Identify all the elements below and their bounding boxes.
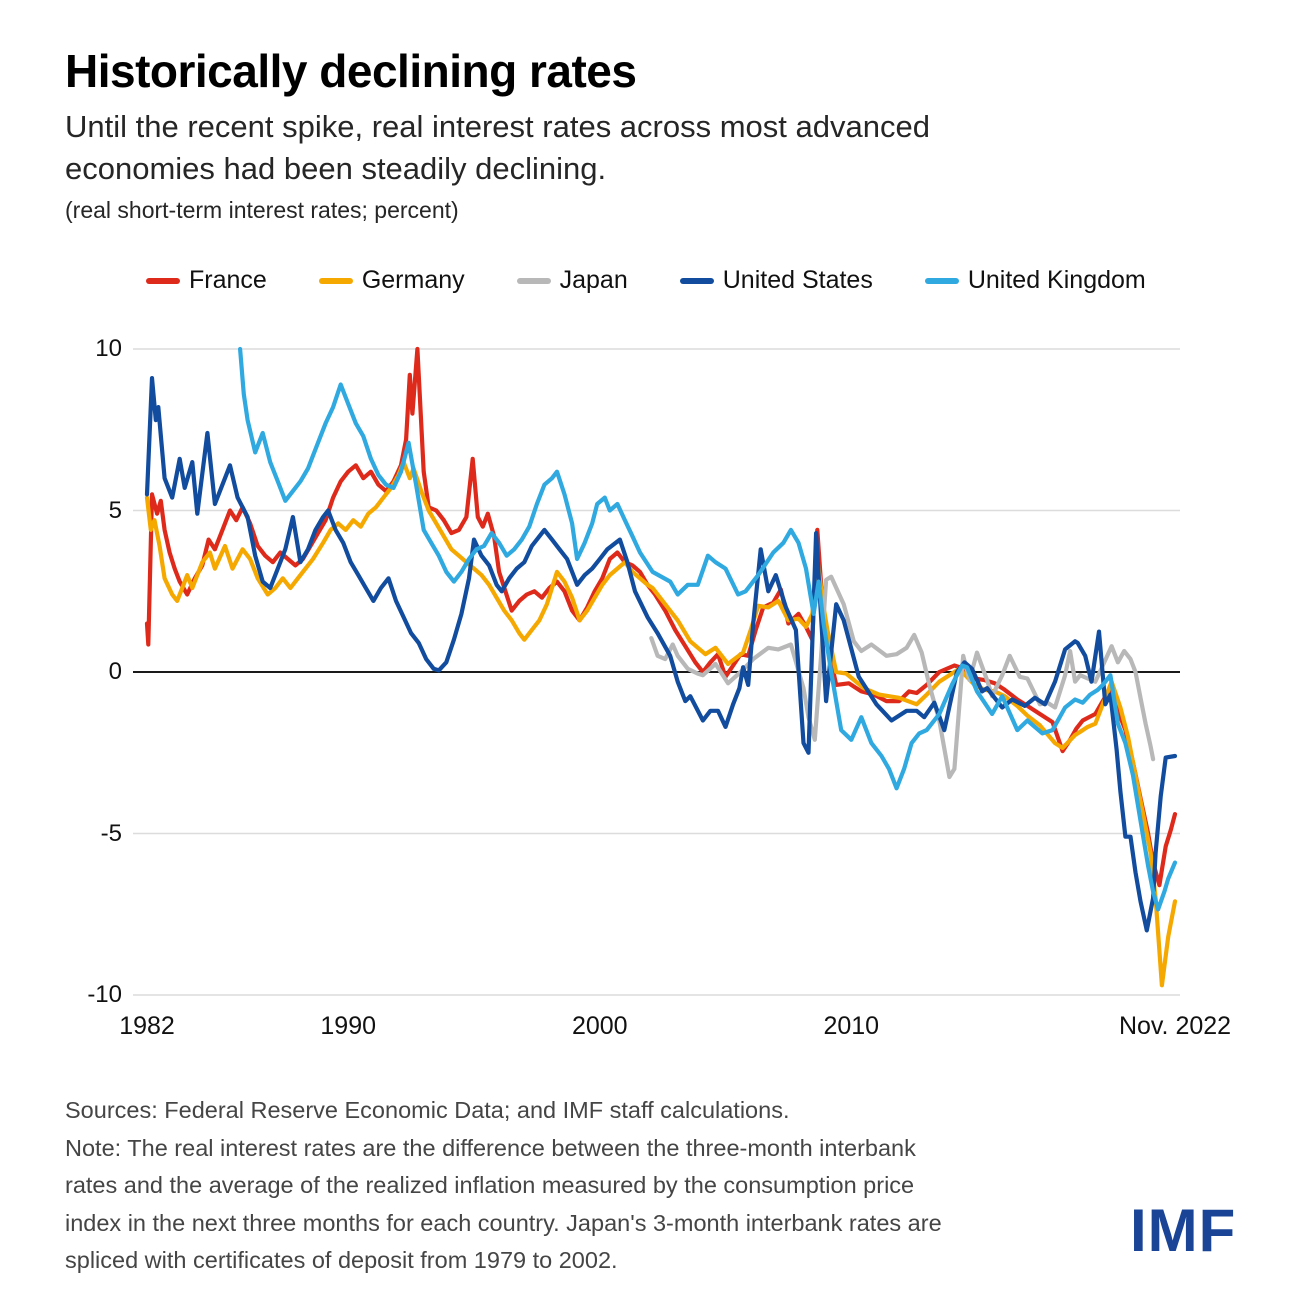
- legend-swatch-icon: [516, 277, 551, 284]
- legend-swatch-icon: [924, 277, 959, 284]
- legend-item-united-states: United States: [679, 266, 873, 295]
- line-chart-plot: [133, 346, 1180, 996]
- legend-label: Germany: [361, 266, 465, 294]
- legend-swatch-icon: [679, 277, 714, 284]
- chart-legend: France Germany Japan United States United Ki…: [146, 266, 1146, 295]
- chart-subtitle-line-1: Until the recent spike, real interest ra…: [65, 109, 930, 144]
- legend-item-germany: Germany: [318, 266, 465, 295]
- legend-label: France: [189, 266, 267, 294]
- series-line-france: [144, 346, 1178, 888]
- x-tick-nov-2022: Nov. 2022: [1118, 1012, 1232, 1040]
- legend-item-united-kingdom: United Kingdom: [924, 266, 1146, 295]
- chart-footnotes: Sources: Federal Reserve Economic Data; …: [65, 1092, 942, 1280]
- legend-item-japan: Japan: [516, 266, 628, 295]
- chart-subtitle: Until the recent spike, real interest ra…: [65, 106, 930, 190]
- legend-label: United Kingdom: [967, 266, 1146, 294]
- chart-unit-note: (real short-term interest rates; percent…: [65, 197, 459, 223]
- note-line-4: spliced with certificates of deposit fro…: [65, 1247, 618, 1273]
- sources-line: Sources: Federal Reserve Economic Data; …: [65, 1097, 790, 1123]
- note-line-1: Note: The real interest rates are the di…: [65, 1134, 916, 1161]
- chart-subtitle-line-2: economies had been steadily declining.: [65, 151, 607, 186]
- series-line-germany: [144, 460, 1178, 988]
- imf-logo: IMF: [1130, 1197, 1237, 1264]
- page-title: Historically declining rates: [65, 45, 637, 97]
- y-tick--10: -10: [87, 981, 122, 1008]
- series-line-united-states: [144, 376, 1178, 933]
- legend-swatch-icon: [146, 277, 180, 284]
- legend-label: United States: [722, 266, 873, 294]
- series-line-united-kingdom: [238, 346, 1178, 912]
- x-tick-1990: 1990: [320, 1012, 377, 1040]
- note-line-3: index in the next three months for each …: [65, 1209, 942, 1236]
- x-tick-2000: 2000: [571, 1012, 628, 1040]
- legend-label: Japan: [559, 266, 628, 294]
- x-tick-1982: 1982: [119, 1012, 175, 1040]
- x-tick-2010: 2010: [823, 1012, 880, 1040]
- legend-swatch-icon: [318, 277, 353, 284]
- y-tick-0: 0: [108, 658, 122, 685]
- y-tick-10: 10: [95, 335, 122, 362]
- note-line-2: rates and the average of the realized in…: [65, 1172, 915, 1198]
- legend-item-france: France: [146, 266, 267, 295]
- y-tick--5: -5: [100, 819, 122, 847]
- y-tick-5: 5: [108, 496, 122, 524]
